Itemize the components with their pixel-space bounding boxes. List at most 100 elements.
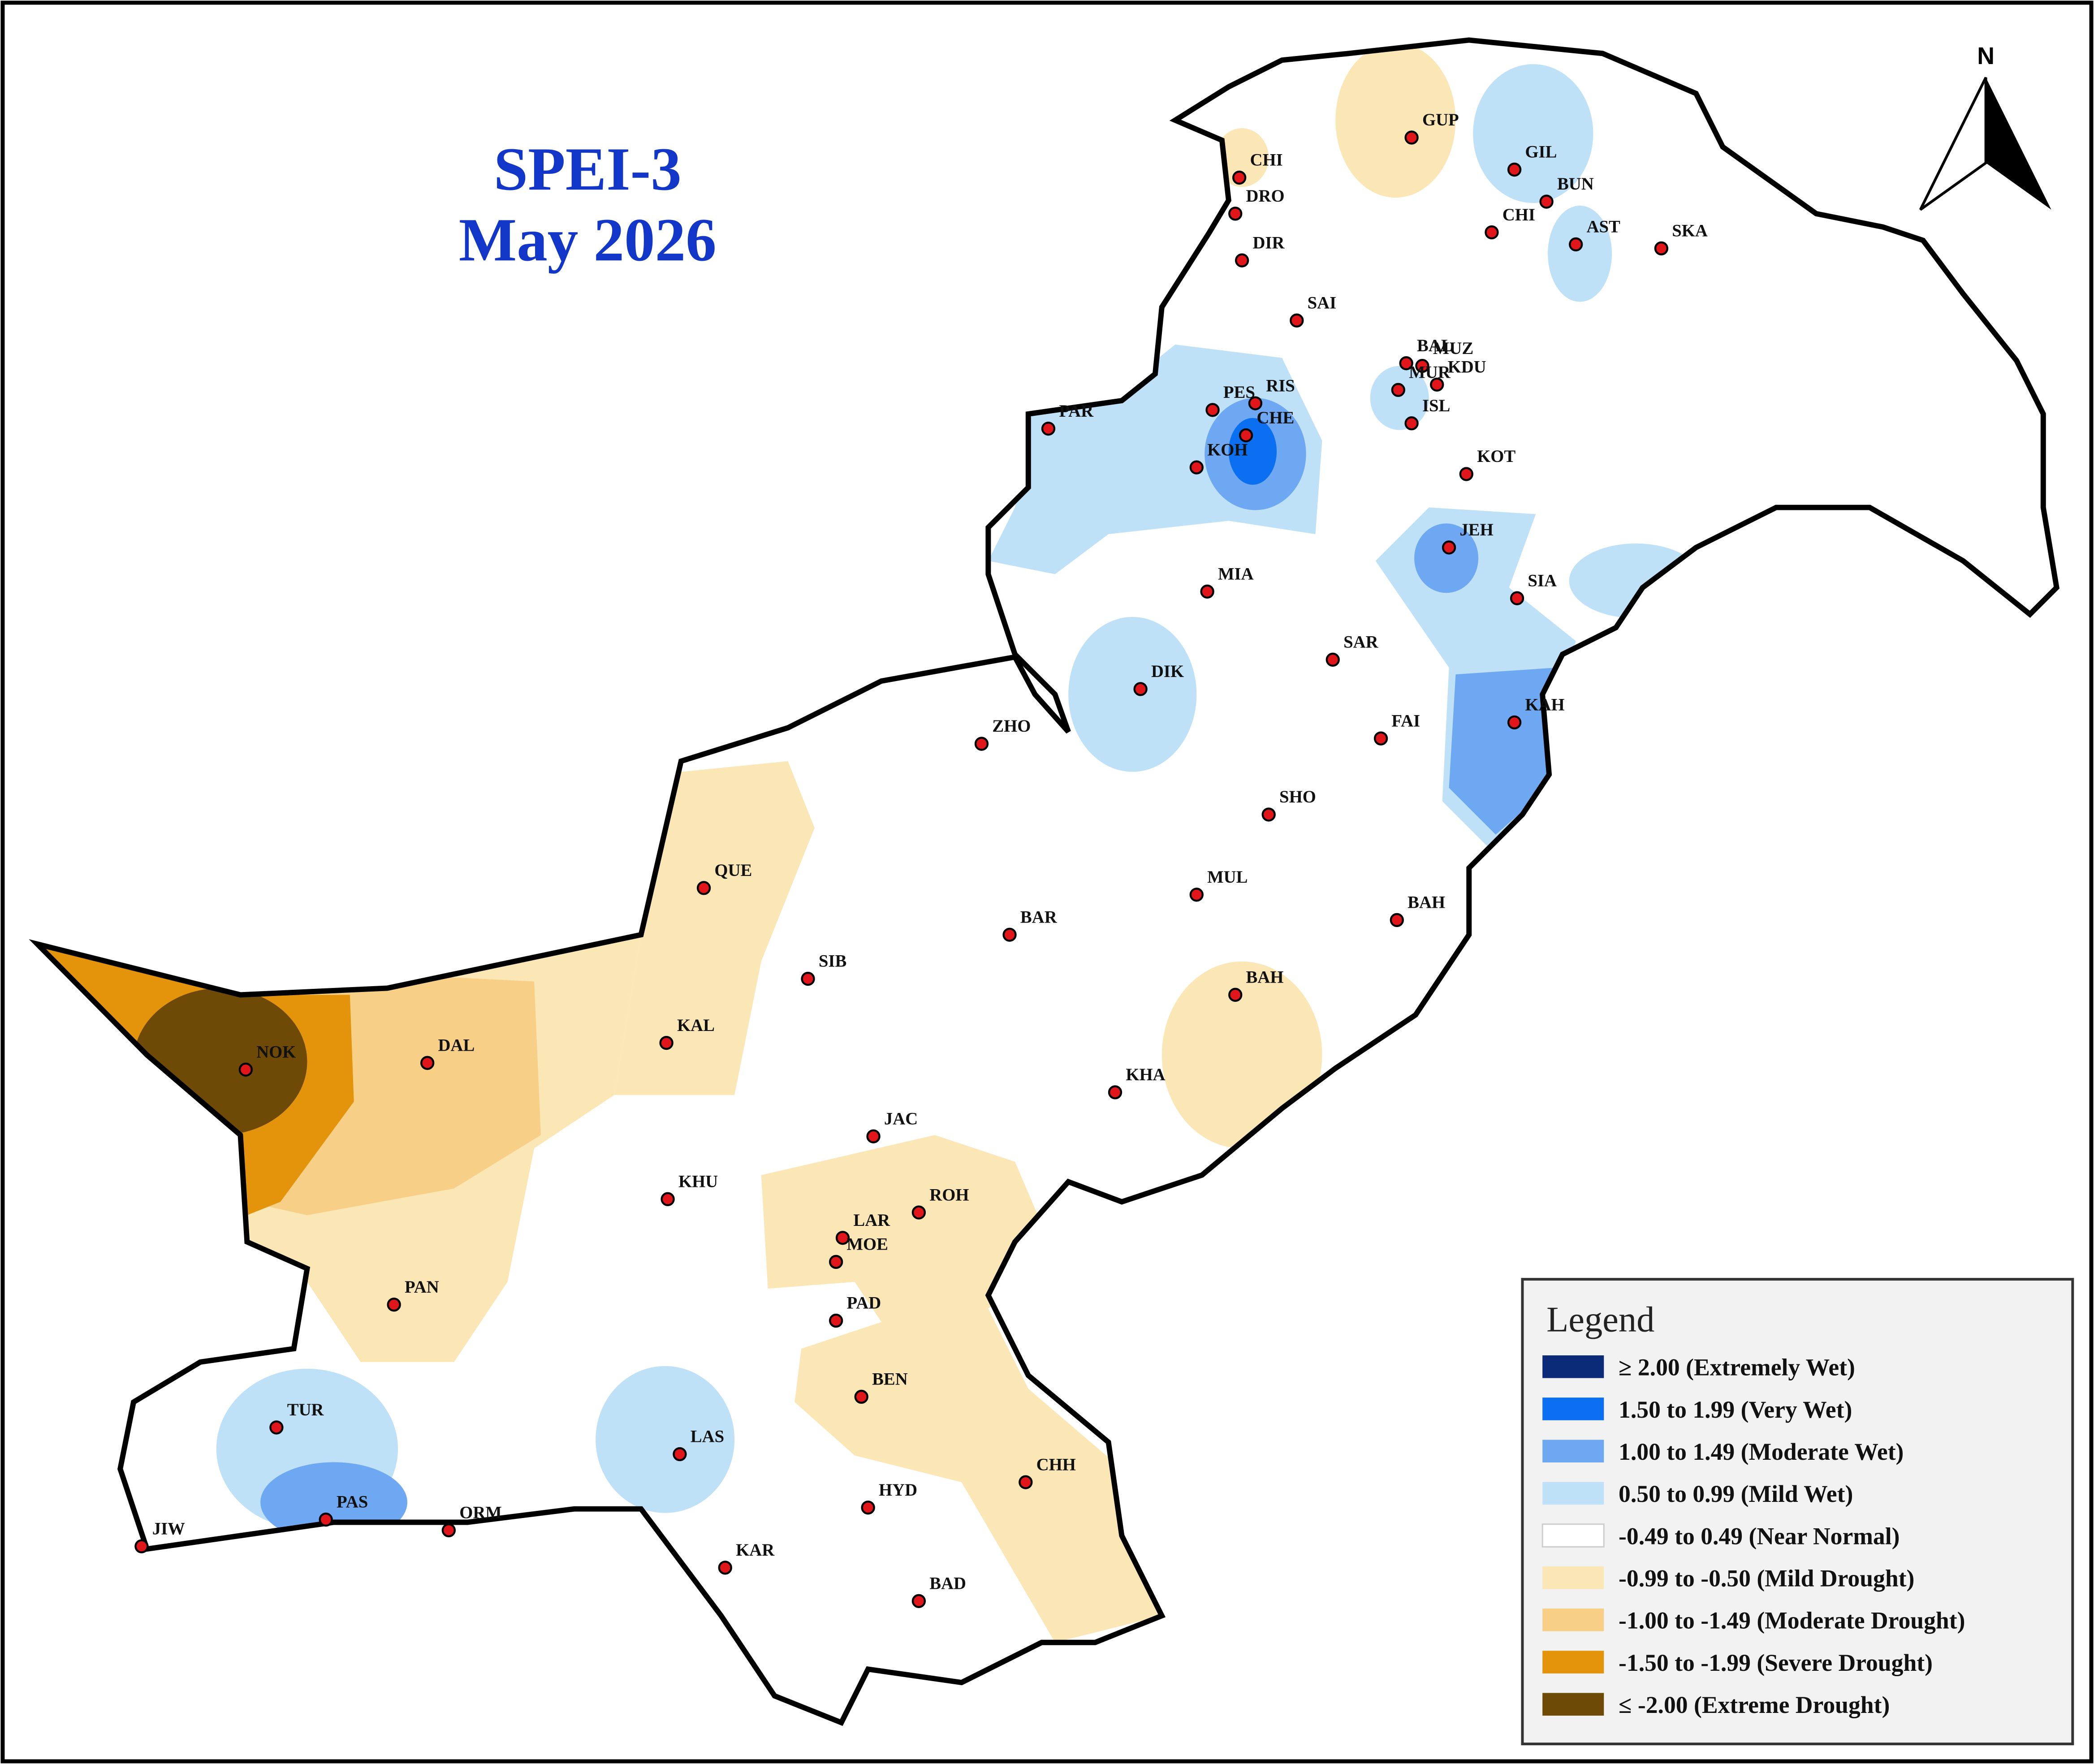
station-marker — [1485, 225, 1499, 240]
station-label: QUE — [714, 861, 752, 880]
station-marker — [1290, 313, 1304, 328]
station-marker — [1228, 207, 1243, 221]
spei-area — [1414, 523, 1479, 593]
station-label: HYD — [879, 1480, 917, 1500]
station-marker — [1507, 162, 1522, 177]
legend-label: -0.99 to -0.50 (Mild Drought) — [1619, 1565, 1914, 1592]
station-marker — [1205, 403, 1220, 417]
station-marker — [269, 1420, 284, 1435]
legend-label: -1.50 to -1.99 (Severe Drought) — [1619, 1649, 1933, 1676]
spei-area — [1335, 43, 1456, 198]
legend: Legend ≥ 2.00 (Extremely Wet) 1.50 to 1.9… — [1521, 1278, 2074, 1746]
station-marker — [1399, 356, 1413, 371]
station-marker — [1459, 467, 1473, 481]
station-marker — [835, 1231, 850, 1245]
station-label: KHU — [678, 1172, 718, 1191]
spei-area — [1161, 961, 1322, 1149]
station-label: BAH — [1246, 968, 1284, 987]
station-label: PAN — [405, 1277, 439, 1297]
station-label: JAC — [884, 1109, 918, 1128]
spei-area — [1449, 668, 1556, 835]
station-label: SAI — [1308, 293, 1337, 312]
title: SPEI-3 — [494, 135, 682, 203]
station-marker — [974, 737, 989, 751]
station-marker — [1373, 731, 1388, 746]
station-marker — [1189, 460, 1204, 474]
station-marker — [1507, 715, 1522, 730]
station-marker — [661, 1192, 675, 1206]
station-marker — [1239, 428, 1253, 443]
station-label: JEH — [1459, 520, 1493, 539]
station-marker — [696, 881, 711, 895]
station-label: DRO — [1246, 186, 1285, 206]
station-label: AST — [1587, 217, 1621, 237]
station-label: SHO — [1279, 787, 1316, 807]
station-label: SAR — [1343, 632, 1379, 651]
station-label: PAD — [846, 1294, 881, 1313]
station-label: BAL — [1417, 336, 1453, 355]
station-label: CHI — [1502, 205, 1535, 224]
station-marker — [866, 1129, 881, 1143]
station-marker — [854, 1389, 868, 1404]
station-marker — [1569, 237, 1583, 252]
station-marker — [319, 1512, 333, 1527]
legend-title: Legend — [1546, 1299, 1654, 1339]
station-label: KHA — [1126, 1065, 1165, 1084]
station-marker — [911, 1205, 926, 1220]
station-marker — [238, 1062, 253, 1077]
station-marker — [1325, 652, 1340, 667]
station-marker — [1200, 584, 1214, 599]
north-label: N — [1977, 43, 1995, 69]
station-label: MOE — [846, 1235, 888, 1254]
station-label: CHI — [1250, 151, 1282, 170]
station-marker — [387, 1298, 401, 1312]
station-label: KAH — [1525, 695, 1564, 715]
legend-swatch — [1541, 1523, 1605, 1548]
station-label: MIA — [1218, 564, 1254, 583]
station-label: PES — [1223, 383, 1255, 402]
station-label: MUL — [1207, 867, 1248, 887]
station-marker — [1133, 682, 1148, 696]
legend-swatch — [1542, 1651, 1604, 1673]
station-marker — [718, 1561, 732, 1575]
legend-label: 1.00 to 1.49 (Moderate Wet) — [1619, 1438, 1904, 1465]
station-marker — [420, 1056, 435, 1070]
spei-area — [596, 1366, 735, 1513]
station-marker — [1232, 170, 1247, 185]
station-marker — [1654, 241, 1669, 256]
station-label: MUZ — [1433, 339, 1473, 358]
station-marker — [829, 1313, 843, 1328]
station-label: GUP — [1422, 110, 1459, 129]
station-label: SKA — [1672, 221, 1708, 241]
station-marker — [441, 1523, 456, 1538]
spei-area — [761, 1135, 1162, 1643]
station-marker — [1404, 416, 1419, 431]
station-label: SIB — [819, 952, 846, 971]
station-label: BAH — [1408, 893, 1445, 912]
legend-label: 1.50 to 1.99 (Very Wet) — [1619, 1396, 1852, 1423]
station-label: MUR — [1409, 362, 1451, 382]
station-marker — [659, 1035, 674, 1050]
station-marker — [1108, 1085, 1123, 1100]
legend-label: 0.50 to 0.99 (Mild Wet) — [1619, 1480, 1853, 1507]
station-marker — [861, 1501, 875, 1515]
spei-area — [1473, 64, 1593, 203]
station-label: LAR — [853, 1211, 890, 1230]
legend-swatch — [1542, 1397, 1604, 1420]
station-marker — [1261, 807, 1276, 822]
station-label: SIA — [1528, 571, 1557, 590]
station-label: KOH — [1207, 440, 1248, 459]
legend-label: -0.49 to 0.49 (Near Normal) — [1619, 1522, 1900, 1549]
station-label: NOK — [256, 1042, 296, 1061]
legend-swatch — [1542, 1693, 1604, 1716]
station-marker — [1442, 540, 1456, 555]
station-marker — [1235, 253, 1249, 267]
station-marker — [673, 1447, 687, 1462]
station-marker — [829, 1255, 843, 1269]
station-label: DAL — [438, 1035, 475, 1055]
station-label: JIW — [152, 1519, 185, 1538]
station-marker — [1391, 383, 1405, 397]
